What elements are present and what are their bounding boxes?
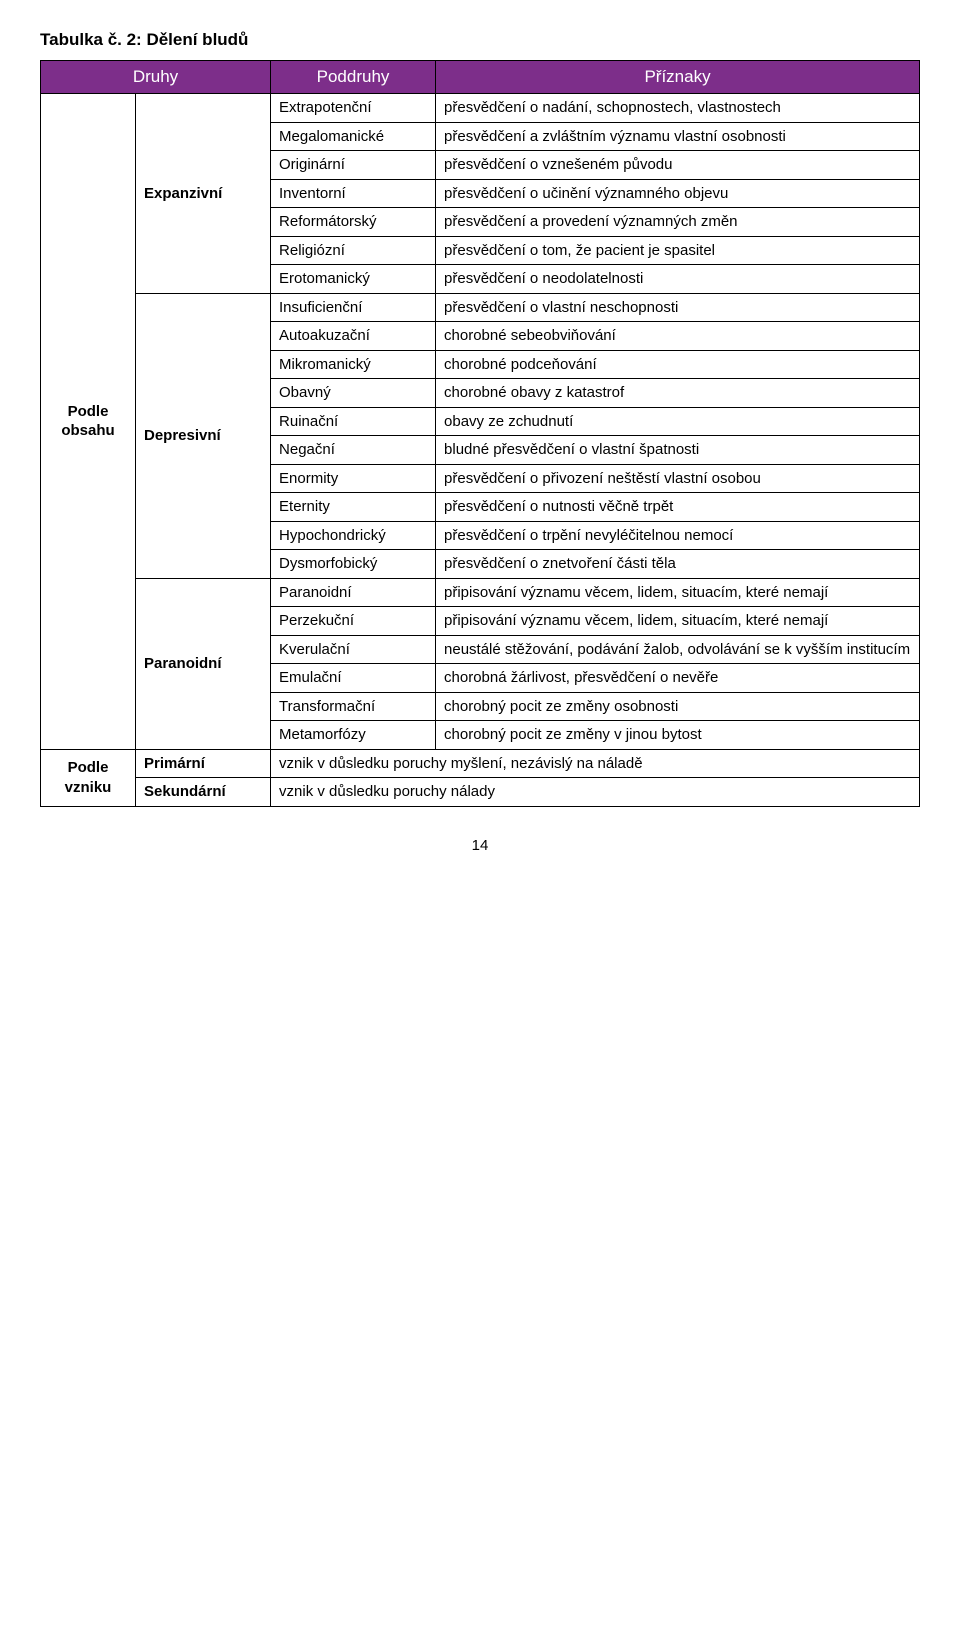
cell-poddruh: Insuficienční xyxy=(271,293,436,322)
group-podle-vzniku: Podle vzniku xyxy=(41,749,136,806)
cell-poddruh: Eternity xyxy=(271,493,436,522)
cell-poddruh: Dysmorfobický xyxy=(271,550,436,579)
cell-poddruh: Ruinační xyxy=(271,407,436,436)
cell-priznak: přesvědčení o tom, že pacient je spasite… xyxy=(436,236,920,265)
cell-priznak: chorobné podceňování xyxy=(436,350,920,379)
table-row: Podle vzniku Primární vznik v důsledku p… xyxy=(41,749,920,778)
table-row: Paranoidní Paranoidní připisování význam… xyxy=(41,578,920,607)
cell-priznak: chorobný pocit ze změny v jinou bytost xyxy=(436,721,920,750)
cell-poddruh: Paranoidní xyxy=(271,578,436,607)
cell-priznak: přesvědčení o učinění významného objevu xyxy=(436,179,920,208)
cell-poddruh: Religiózní xyxy=(271,236,436,265)
table-row: Depresivní Insuficienční přesvědčení o v… xyxy=(41,293,920,322)
cell-poddruh: Enormity xyxy=(271,464,436,493)
group-podle-obsahu: Podle obsahu xyxy=(41,94,136,750)
druh-depresivni: Depresivní xyxy=(136,293,271,578)
cell-priznak: chorobný pocit ze změny osobnosti xyxy=(436,692,920,721)
header-druhy: Druhy xyxy=(41,61,271,94)
cell-poddruh: Transformační xyxy=(271,692,436,721)
cell-priznak: chorobné sebeobviňování xyxy=(436,322,920,351)
cell-poddruh: Perzekuční xyxy=(271,607,436,636)
cell-poddruh: Erotomanický xyxy=(271,265,436,294)
table-row: Podle obsahu Expanzivní Extrapotenční př… xyxy=(41,94,920,123)
cell-poddruh: Obavný xyxy=(271,379,436,408)
cell-poddruh: Extrapotenční xyxy=(271,94,436,123)
cell-priznak: přesvědčení o nutnosti věčně trpět xyxy=(436,493,920,522)
cell-priznak: přesvědčení o znetvoření části těla xyxy=(436,550,920,579)
cell-poddruh: Megalomanické xyxy=(271,122,436,151)
cell-poddruh: Autoakuzační xyxy=(271,322,436,351)
cell-priznak: přesvědčení o neodolatelnosti xyxy=(436,265,920,294)
cell-poddruh: Reformátorský xyxy=(271,208,436,237)
table-deleni-bludu: Druhy Poddruhy Příznaky Podle obsahu Exp… xyxy=(40,60,920,807)
druh-sekundarni: Sekundární xyxy=(136,778,271,807)
cell-priznak: bludné přesvědčení o vlastní špatnosti xyxy=(436,436,920,465)
cell-priznak: obavy ze zchudnutí xyxy=(436,407,920,436)
cell-priznak: chorobné obavy z katastrof xyxy=(436,379,920,408)
cell-priznak: připisování významu věcem, lidem, situac… xyxy=(436,607,920,636)
cell-poddruh: Kverulační xyxy=(271,635,436,664)
cell-priznak: přesvědčení o vznešeném původu xyxy=(436,151,920,180)
cell-priznak: přesvědčení a provedení významných změn xyxy=(436,208,920,237)
cell-priznak: přesvědčení o přivození neštěstí vlastní… xyxy=(436,464,920,493)
cell-priznak: přesvědčení a zvláštním významu vlastní … xyxy=(436,122,920,151)
header-poddruhy: Poddruhy xyxy=(271,61,436,94)
page-number: 14 xyxy=(40,837,920,854)
cell-priznak: přesvědčení o nadání, schopnostech, vlas… xyxy=(436,94,920,123)
table-row: Sekundární vznik v důsledku poruchy nála… xyxy=(41,778,920,807)
cell-poddruh: Inventorní xyxy=(271,179,436,208)
cell-priznak: připisování významu věcem, lidem, situac… xyxy=(436,578,920,607)
druh-expanzivni: Expanzivní xyxy=(136,94,271,294)
cell-poddruh: Emulační xyxy=(271,664,436,693)
cell-priznak: chorobná žárlivost, přesvědčení o nevěře xyxy=(436,664,920,693)
cell-poddruh: Negační xyxy=(271,436,436,465)
header-priznaky: Příznaky xyxy=(436,61,920,94)
cell-priznak: přesvědčení o vlastní neschopnosti xyxy=(436,293,920,322)
cell-primarni-text: vznik v důsledku poruchy myšlení, nezávi… xyxy=(271,749,920,778)
druh-primarni: Primární xyxy=(136,749,271,778)
cell-sekundarni-text: vznik v důsledku poruchy nálady xyxy=(271,778,920,807)
druh-paranoidni: Paranoidní xyxy=(136,578,271,749)
cell-poddruh: Hypochondrický xyxy=(271,521,436,550)
cell-poddruh: Mikromanický xyxy=(271,350,436,379)
cell-priznak: neustálé stěžování, podávání žalob, odvo… xyxy=(436,635,920,664)
cell-poddruh: Originární xyxy=(271,151,436,180)
table-title: Tabulka č. 2: Dělení bludů xyxy=(40,30,920,50)
cell-priznak: přesvědčení o trpění nevyléčitelnou nemo… xyxy=(436,521,920,550)
table-header-row: Druhy Poddruhy Příznaky xyxy=(41,61,920,94)
cell-poddruh: Metamorfózy xyxy=(271,721,436,750)
